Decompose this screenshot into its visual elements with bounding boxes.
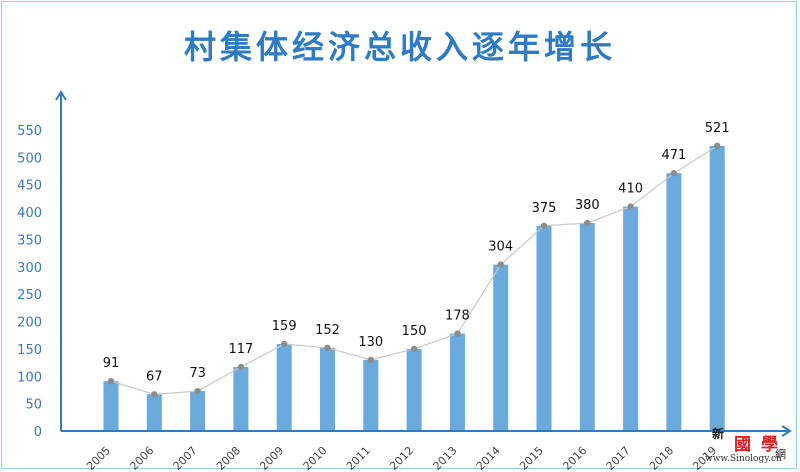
data-label: 73 [189, 366, 206, 381]
bar-2013 [449, 333, 465, 431]
x-tick-label: 2016 [560, 444, 589, 472]
y-axis-arrow-icon [55, 90, 67, 101]
y-tick-label: 100 [17, 370, 42, 385]
chart-title: 村集体经济总收入逐年增长 [183, 28, 616, 66]
y-tick-label: 0 [34, 425, 42, 440]
x-tick-label: 2011 [344, 444, 373, 472]
x-tick-label: 2008 [214, 444, 243, 472]
bar-2006 [146, 394, 162, 431]
watermark-char-3: 網 [775, 448, 786, 461]
bar-2011 [363, 359, 379, 431]
x-tick-label: 2006 [127, 444, 156, 472]
y-tick-label: 450 [17, 179, 42, 194]
x-tick-label: 2017 [604, 444, 633, 472]
trend-marker [497, 261, 504, 268]
x-tick-label: 2015 [517, 444, 546, 472]
data-label: 152 [315, 323, 340, 338]
y-tick-label: 250 [17, 288, 42, 303]
bar-2009 [276, 343, 292, 431]
y-tick-label: 550 [17, 124, 42, 139]
x-tick-label: 2014 [474, 444, 503, 472]
trend-marker [237, 363, 245, 371]
trend-marker [281, 340, 288, 348]
axes [55, 90, 792, 437]
bar-2014 [493, 264, 509, 431]
bar-2016 [579, 223, 595, 431]
x-tick-label: 2010 [301, 444, 330, 472]
bar-2005 [103, 381, 119, 431]
trend-line [107, 142, 721, 398]
x-tick-label: 2005 [84, 444, 113, 472]
y-tick-label: 150 [17, 343, 42, 358]
data-label: 304 [488, 240, 513, 255]
bar-2018 [666, 173, 682, 431]
trend-marker [627, 203, 634, 210]
x-tick-label: 2009 [257, 444, 286, 472]
data-label: 410 [618, 182, 643, 197]
trend-marker [151, 391, 158, 398]
data-label: 130 [358, 335, 383, 350]
y-tick-label: 400 [17, 206, 42, 221]
trend-marker [367, 356, 374, 364]
data-label: 380 [575, 198, 600, 213]
bar-2017 [623, 206, 639, 431]
y-axis-ticks: 0 50 100 150 200 250 300 350 400 450 500 550 [17, 124, 42, 440]
y-tick-label: 500 [17, 151, 42, 166]
bar-2007 [190, 391, 206, 431]
data-label: 67 [146, 369, 163, 384]
y-tick-label: 300 [17, 261, 42, 276]
watermark-char-2: 國學 [734, 435, 788, 455]
data-label: 159 [272, 319, 297, 334]
bar-2019 [709, 145, 725, 431]
y-tick-label: 350 [17, 233, 42, 248]
bar-2012 [406, 348, 422, 431]
trend-marker [454, 330, 461, 337]
data-label: 521 [705, 121, 730, 136]
trend-marker [714, 142, 721, 150]
y-tick-label: 200 [17, 316, 42, 331]
trend-marker [410, 345, 418, 353]
data-label: 150 [402, 324, 427, 339]
x-tick-label: 2018 [647, 444, 676, 472]
trend-marker [540, 222, 548, 229]
trend-marker [107, 377, 115, 385]
x-tick-label: 2007 [171, 444, 200, 472]
x-axis-arrow-icon [781, 425, 792, 437]
data-label: 375 [532, 201, 557, 216]
trend-marker [584, 219, 591, 227]
watermark-url: www.Sinology.cn [705, 454, 782, 464]
data-label: 471 [661, 148, 686, 163]
watermark-char-1: 新 [712, 427, 725, 441]
data-labels: 91 67 73 117 159 152 130 150 178 304 375 380 410 471 5… [103, 121, 730, 384]
trend-marker [670, 170, 678, 177]
x-tick-label: 2012 [387, 444, 416, 472]
data-label: 117 [228, 342, 253, 357]
trend-marker [194, 387, 201, 395]
x-axis-ticks: 2005 2006 2007 2008 2009 2010 2011 2012 2013 2014… [84, 444, 719, 472]
data-label: 91 [103, 356, 120, 371]
data-label: 178 [445, 309, 470, 324]
bars [103, 145, 725, 431]
y-tick-label: 50 [25, 398, 42, 413]
bar-2010 [320, 347, 335, 431]
x-tick-label: 2013 [431, 444, 460, 472]
bar-2015 [536, 225, 552, 431]
trend-marker [324, 344, 331, 352]
bar-2008 [233, 366, 249, 431]
